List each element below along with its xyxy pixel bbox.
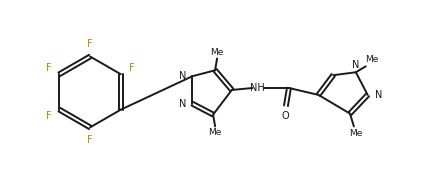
Text: O: O xyxy=(281,111,289,121)
Text: Me: Me xyxy=(349,129,362,138)
Text: Me: Me xyxy=(208,128,222,137)
Text: NH: NH xyxy=(250,83,265,93)
Text: N: N xyxy=(179,99,187,109)
Text: F: F xyxy=(46,111,51,121)
Text: Me: Me xyxy=(210,48,224,57)
Text: N: N xyxy=(374,90,382,100)
Text: F: F xyxy=(46,63,51,73)
Text: N: N xyxy=(179,71,187,81)
Text: N: N xyxy=(352,60,360,70)
Text: F: F xyxy=(129,63,135,73)
Text: F: F xyxy=(87,135,93,145)
Text: F: F xyxy=(87,39,93,49)
Text: Me: Me xyxy=(365,55,378,64)
